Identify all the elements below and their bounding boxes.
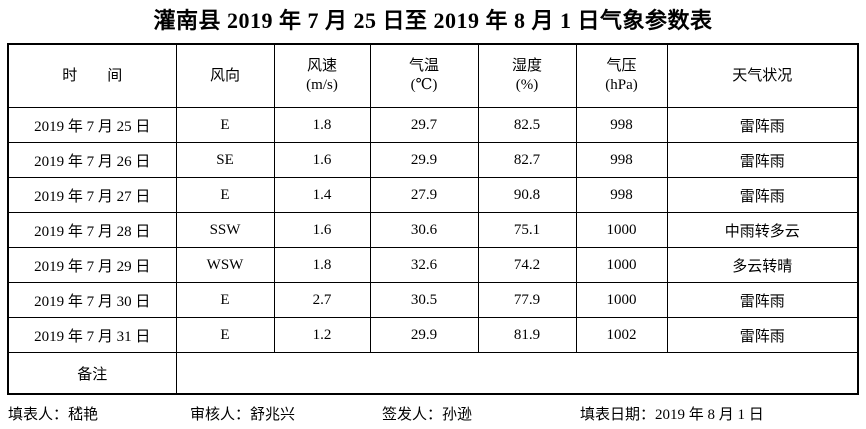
cell-date: 2019 年 7 月 25 日 bbox=[7, 107, 177, 143]
cell-wind-speed: 1.8 bbox=[273, 247, 371, 283]
cell-date: 2019 年 7 月 28 日 bbox=[7, 212, 177, 248]
table-row: 2019 年 7 月 30 日 E 2.7 30.5 77.9 1000 雷阵雨 bbox=[7, 282, 859, 318]
header-wind-speed-unit: (m/s) bbox=[306, 77, 338, 93]
cell-pressure: 998 bbox=[575, 107, 668, 143]
header-humidity-unit: (%) bbox=[515, 77, 539, 93]
cell-date: 2019 年 7 月 26 日 bbox=[7, 142, 177, 178]
cell-date: 2019 年 7 月 31 日 bbox=[7, 317, 177, 353]
cell-humidity: 81.9 bbox=[477, 317, 577, 353]
cell-weather: 雷阵雨 bbox=[666, 317, 859, 353]
cell-temperature: 29.9 bbox=[369, 142, 479, 178]
cell-wind-direction: SE bbox=[175, 142, 275, 178]
header-humidity: 湿度 (%) bbox=[477, 43, 577, 108]
cell-date: 2019 年 7 月 29 日 bbox=[7, 247, 177, 283]
cell-pressure: 1000 bbox=[575, 247, 668, 283]
cell-humidity: 77.9 bbox=[477, 282, 577, 318]
cell-temperature: 30.6 bbox=[369, 212, 479, 248]
cell-temperature: 29.7 bbox=[369, 107, 479, 143]
cell-wind-direction: WSW bbox=[175, 247, 275, 283]
cell-humidity: 74.2 bbox=[477, 247, 577, 283]
cell-humidity: 90.8 bbox=[477, 177, 577, 213]
cell-temperature: 27.9 bbox=[369, 177, 479, 213]
cell-wind-direction: E bbox=[175, 177, 275, 213]
cell-weather: 多云转晴 bbox=[666, 247, 859, 283]
cell-wind-speed: 1.6 bbox=[273, 212, 371, 248]
cell-pressure: 998 bbox=[575, 142, 668, 178]
cell-temperature: 30.5 bbox=[369, 282, 479, 318]
cell-weather: 雷阵雨 bbox=[666, 282, 859, 318]
cell-wind-direction: E bbox=[175, 107, 275, 143]
cell-wind-speed: 1.6 bbox=[273, 142, 371, 178]
header-temperature: 气温 (℃) bbox=[369, 43, 479, 108]
cell-humidity: 82.5 bbox=[477, 107, 577, 143]
remarks-row: 备注 bbox=[7, 352, 859, 395]
cell-pressure: 998 bbox=[575, 177, 668, 213]
weather-table: 时 间 风向 风速 (m/s) 气温 (℃) 湿度 (%) bbox=[7, 43, 859, 395]
fill-date: 填表日期：2019 年 8 月 1 日 bbox=[580, 407, 764, 423]
header-wind-direction-label: 风向 bbox=[209, 67, 240, 84]
cell-weather: 雷阵雨 bbox=[666, 107, 859, 143]
cell-pressure: 1000 bbox=[575, 212, 668, 248]
issued-by: 签发人：孙逊 bbox=[382, 407, 473, 423]
header-pressure: 气压 (hPa) bbox=[575, 43, 668, 108]
table-row: 2019 年 7 月 27 日 E 1.4 27.9 90.8 998 雷阵雨 bbox=[7, 177, 859, 213]
header-humidity-label: 湿度 bbox=[511, 58, 542, 74]
table-row: 2019 年 7 月 28 日 SSW 1.6 30.6 75.1 1000 中… bbox=[7, 212, 859, 248]
table-row: 2019 年 7 月 25 日 E 1.8 29.7 82.5 998 雷阵雨 bbox=[7, 107, 859, 143]
cell-temperature: 32.6 bbox=[369, 247, 479, 283]
header-weather-label: 天气状况 bbox=[732, 67, 793, 84]
header-weather: 天气状况 bbox=[666, 43, 859, 108]
signature-footer: 填表人：嵇艳 审核人：舒兆兴 签发人：孙逊 填表日期：2019 年 8 月 1 … bbox=[0, 395, 866, 427]
cell-humidity: 82.7 bbox=[477, 142, 577, 178]
header-temperature-label: 气温 bbox=[408, 58, 439, 74]
cell-wind-speed: 1.2 bbox=[273, 317, 371, 353]
header-wind-direction: 风向 bbox=[175, 43, 275, 108]
cell-wind-direction: E bbox=[175, 282, 275, 318]
cell-weather: 中雨转多云 bbox=[666, 212, 859, 248]
cell-date: 2019 年 7 月 27 日 bbox=[7, 177, 177, 213]
table-row: 2019 年 7 月 26 日 SE 1.6 29.9 82.7 998 雷阵雨 bbox=[7, 142, 859, 178]
cell-weather: 雷阵雨 bbox=[666, 177, 859, 213]
cell-weather: 雷阵雨 bbox=[666, 142, 859, 178]
cell-humidity: 75.1 bbox=[477, 212, 577, 248]
page-title: 灌南县 2019 年 7 月 25 日至 2019 年 8 月 1 日气象参数表 bbox=[153, 8, 713, 33]
cell-wind-direction: E bbox=[175, 317, 275, 353]
cell-wind-speed: 2.7 bbox=[273, 282, 371, 318]
header-wind-speed-label: 风速 bbox=[306, 58, 337, 74]
cell-wind-direction: SSW bbox=[175, 212, 275, 248]
header-time: 时 间 bbox=[7, 43, 177, 108]
cell-pressure: 1000 bbox=[575, 282, 668, 318]
table-row: 2019 年 7 月 29 日 WSW 1.8 32.6 74.2 1000 多… bbox=[7, 247, 859, 283]
remarks-label: 备注 bbox=[7, 352, 177, 395]
table-header-row: 时 间 风向 风速 (m/s) 气温 (℃) 湿度 (%) bbox=[7, 43, 859, 108]
header-time-label: 时 间 bbox=[62, 67, 123, 84]
remarks-value bbox=[175, 352, 859, 395]
cell-temperature: 29.9 bbox=[369, 317, 479, 353]
header-temperature-unit: (℃) bbox=[410, 77, 438, 93]
reviewed-by: 审核人：舒兆兴 bbox=[190, 407, 296, 423]
cell-date: 2019 年 7 月 30 日 bbox=[7, 282, 177, 318]
cell-wind-speed: 1.4 bbox=[273, 177, 371, 213]
header-pressure-unit: (hPa) bbox=[605, 77, 638, 93]
cell-pressure: 1002 bbox=[575, 317, 668, 353]
filled-by: 填表人：嵇艳 bbox=[8, 407, 99, 423]
header-pressure-label: 气压 bbox=[606, 58, 637, 74]
header-wind-speed: 风速 (m/s) bbox=[273, 43, 371, 108]
cell-wind-speed: 1.8 bbox=[273, 107, 371, 143]
table-row: 2019 年 7 月 31 日 E 1.2 29.9 81.9 1002 雷阵雨 bbox=[7, 317, 859, 353]
